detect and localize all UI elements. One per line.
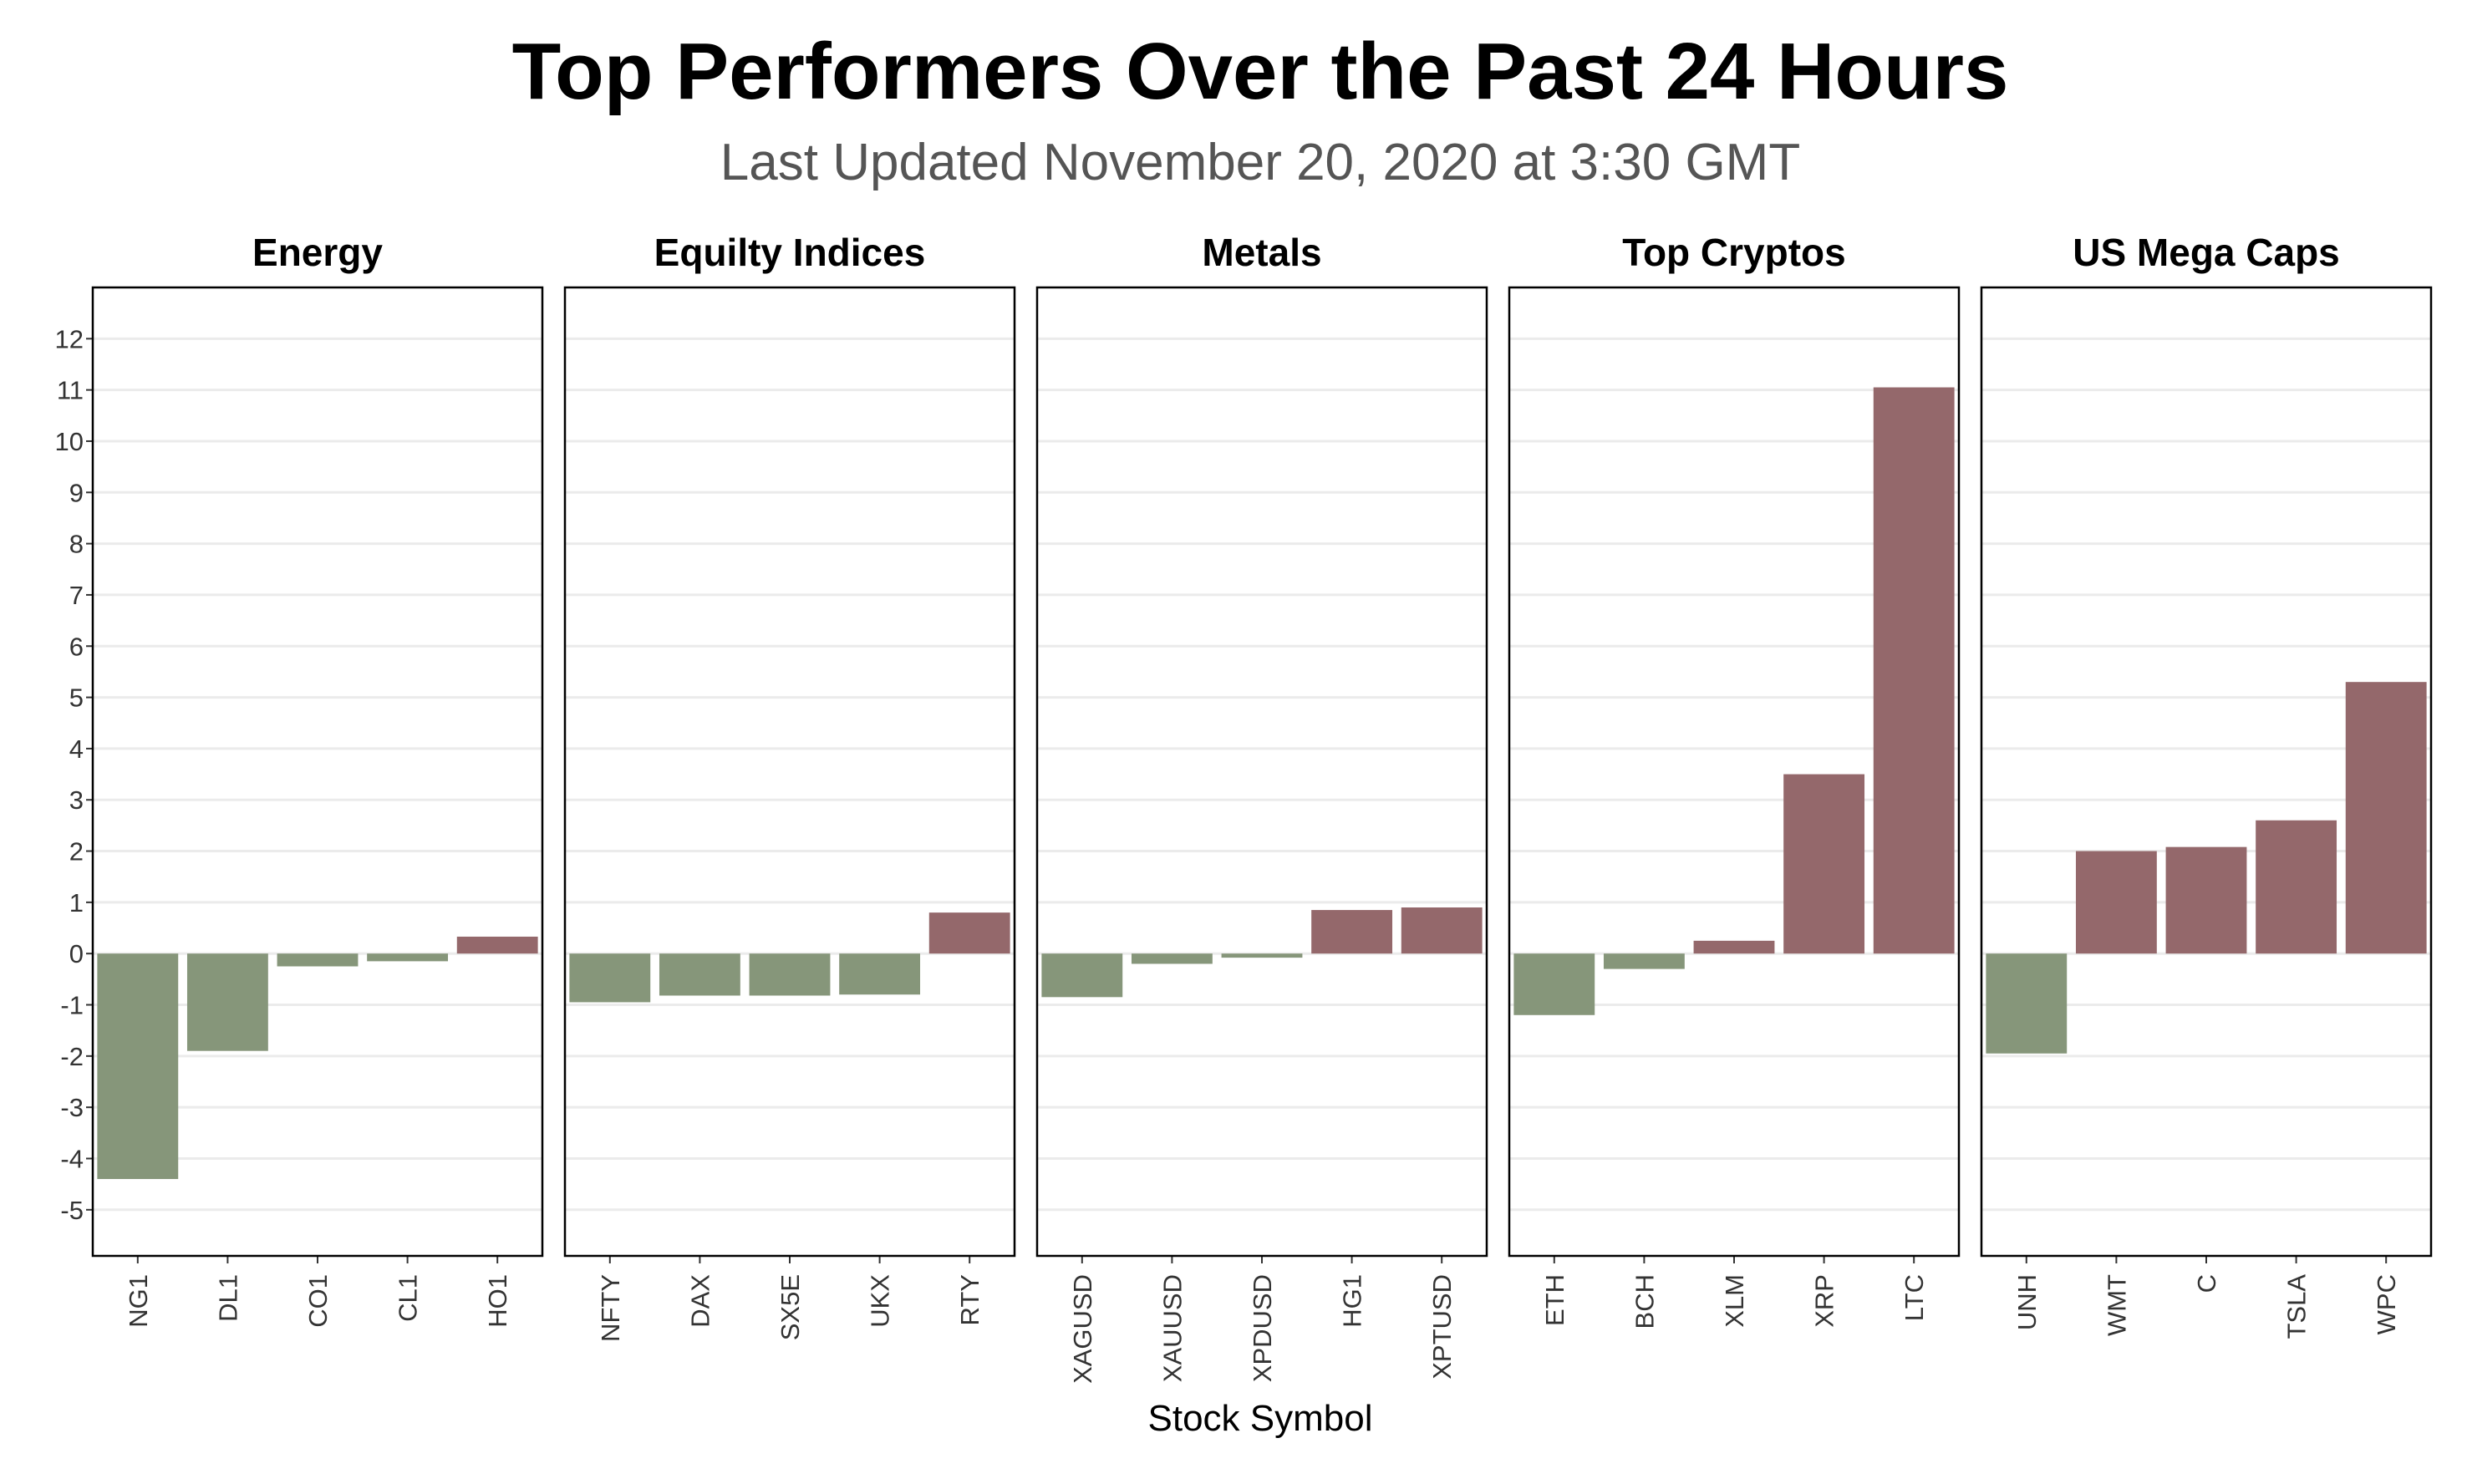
bar-xptusd — [1401, 907, 1483, 954]
x-tick-label: HG1 — [1338, 1274, 1367, 1328]
x-tick-label: BCH — [1630, 1274, 1659, 1329]
y-tick-label: 7 — [69, 581, 84, 610]
y-tick-label: 0 — [69, 939, 84, 968]
x-tick-label: WPC — [2372, 1274, 2401, 1334]
panel-frame — [91, 286, 544, 1258]
bar-bch — [1603, 953, 1685, 969]
bar-co1 — [277, 953, 359, 967]
x-tick-label: C — [2192, 1274, 2221, 1293]
bar-dl1 — [186, 953, 268, 1051]
bar-dax — [659, 953, 740, 996]
bar-eth — [1513, 953, 1595, 1015]
facet-title: Energy — [252, 231, 383, 274]
x-tick-label: NG1 — [124, 1274, 153, 1328]
y-tick-label: 6 — [69, 632, 84, 661]
x-tick-label: XPTUSD — [1427, 1274, 1457, 1380]
bar-xpdusd — [1221, 953, 1303, 958]
x-tick-label: TSLA — [2282, 1274, 2312, 1339]
x-tick-label: NFTY — [596, 1274, 625, 1342]
bar-xagusd — [1041, 953, 1123, 998]
facet-top-cryptos: Top Cryptos ETH BCH XLM XRP LTC — [1508, 231, 1961, 1329]
facet-energy: Energy NG1 DL1 CO1 CL1 HO1 — [91, 231, 544, 1328]
facet-title: Top Cryptos — [1622, 231, 1845, 274]
x-tick-label: HO1 — [483, 1274, 512, 1328]
facet-panels: Energy NG1 DL1 CO1 CL1 HO1 Equilty Indices NFTY… — [91, 231, 2433, 1384]
bar-xlm — [1693, 940, 1775, 954]
x-tick-label: XAGUSD — [1068, 1274, 1097, 1384]
y-tick-label: 5 — [69, 684, 84, 713]
facet-title: Metals — [1202, 231, 1321, 274]
y-tick-label: 8 — [69, 530, 84, 559]
x-tick-label: DL1 — [213, 1274, 242, 1322]
y-tick-label: 10 — [55, 427, 84, 456]
y-tick-label: -2 — [60, 1042, 84, 1071]
x-tick-label: CL1 — [394, 1274, 423, 1322]
bar-c — [2165, 846, 2247, 954]
y-tick-label: 11 — [57, 376, 84, 405]
facet-us-mega-caps: US Mega Caps UNH WMT C TSLA WPC — [1980, 231, 2433, 1339]
chart-title: Top Performers Over the Past 24 Hours — [512, 27, 2009, 116]
y-tick-label: 2 — [69, 837, 84, 867]
bar-unh — [1986, 953, 2068, 1054]
panel-frame — [1508, 286, 1961, 1258]
y-tick-label: -5 — [60, 1196, 84, 1225]
y-tick-label: -1 — [60, 991, 84, 1020]
bar-ng1 — [97, 953, 179, 1180]
x-tick-label: SX5E — [776, 1274, 805, 1340]
x-tick-label: UKX — [866, 1274, 895, 1328]
x-tick-label: RTY — [955, 1274, 984, 1325]
bar-hg1 — [1311, 910, 1393, 954]
x-tick-label: XPDUSD — [1248, 1274, 1277, 1382]
bar-nfty — [569, 953, 651, 1003]
facet-title: US Mega Caps — [2073, 231, 2340, 274]
panel-frame — [1035, 286, 1488, 1258]
y-tick-label: 12 — [55, 324, 84, 353]
y-tick-label: 1 — [69, 888, 84, 917]
bar-xauusd — [1131, 953, 1213, 964]
x-axis-label: Stock Symbol — [1148, 1398, 1373, 1439]
bar-ho1 — [456, 936, 538, 954]
facet-metals: Metals XAGUSD XAUUSD XPDUSD HG1 XPTUSD — [1035, 231, 1488, 1384]
bar-xrp — [1783, 774, 1865, 954]
bar-rty — [928, 912, 1010, 954]
chart-subtitle: Last Updated November 20, 2020 at 3:30 G… — [720, 134, 1800, 191]
facet-title: Equilty Indices — [654, 231, 926, 274]
x-tick-label: XRP — [1810, 1274, 1839, 1328]
x-tick-label: UNH — [2012, 1274, 2042, 1330]
panel-frame — [563, 286, 1016, 1258]
x-tick-label: ETH — [1540, 1274, 1569, 1326]
y-tick-label: -4 — [60, 1144, 84, 1173]
bar-tsla — [2256, 820, 2337, 954]
y-tick-label: 3 — [69, 785, 84, 815]
y-tick-label: -3 — [60, 1093, 84, 1122]
bar-cl1 — [367, 953, 449, 962]
x-tick-label: WMT — [2102, 1274, 2131, 1336]
y-tick-label: 4 — [69, 734, 84, 764]
bar-wpc — [2345, 682, 2427, 954]
y-tick-label: 9 — [69, 478, 84, 507]
x-tick-label: LTC — [1900, 1274, 1929, 1321]
bar-wmt — [2075, 851, 2157, 954]
x-tick-label: XLM — [1720, 1274, 1749, 1328]
bar-ltc — [1873, 387, 1955, 954]
x-tick-label: CO1 — [303, 1274, 333, 1328]
bar-sx5e — [749, 953, 831, 996]
bar-ukx — [839, 953, 921, 995]
facet-equilty-indices: Equilty Indices NFTY DAX SX5E UKX RTY — [563, 231, 1016, 1342]
panel-frame — [1980, 286, 2433, 1258]
x-tick-label: XAUUSD — [1157, 1274, 1187, 1382]
x-tick-label: DAX — [685, 1274, 715, 1328]
